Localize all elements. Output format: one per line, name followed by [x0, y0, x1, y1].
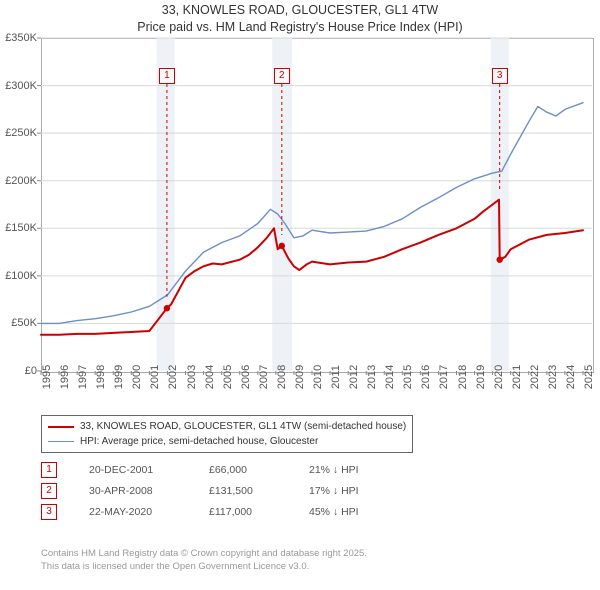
- x-tick-label: 1996: [59, 365, 71, 389]
- x-tick-label: 2000: [131, 365, 143, 389]
- transaction-row: 2 30-APR-2008£131,50017% ↓ HPI: [41, 483, 399, 499]
- x-tick-label: 1997: [77, 365, 89, 389]
- x-tick-label: 2009: [294, 365, 306, 389]
- x-tick-label: 2020: [493, 365, 505, 389]
- x-tick-label: 1995: [41, 365, 53, 389]
- x-tick-label: 2007: [258, 365, 270, 389]
- transaction-price: £131,500: [209, 485, 309, 497]
- x-tick-label: 2012: [348, 365, 360, 389]
- y-tick-label: £350K: [5, 32, 37, 44]
- x-tick-label: 2022: [529, 365, 541, 389]
- x-tick-label: 2015: [402, 365, 414, 389]
- callout-marker: 2: [274, 68, 290, 84]
- callout-marker: 3: [492, 68, 508, 84]
- x-tick-label: 2006: [240, 365, 252, 389]
- transaction-date: 20-DEC-2001: [89, 464, 209, 476]
- x-tick-label: 2018: [457, 365, 469, 389]
- transaction-diff: 45% ↓ HPI: [309, 506, 399, 518]
- transactions-list: 1 20-DEC-2001£66,00021% ↓ HPI 2 30-APR-2008…: [41, 462, 399, 525]
- x-tick-label: 2010: [312, 365, 324, 389]
- x-tick-label: 1998: [95, 365, 107, 389]
- legend-row: 33, KNOWLES ROAD, GLOUCESTER, GL1 4TW (s…: [48, 419, 406, 434]
- y-tick-label: £50K: [11, 317, 37, 329]
- transaction-marker: 2: [41, 483, 57, 499]
- transaction-date: 22-MAY-2020: [89, 506, 209, 518]
- transaction-row: 3 22-MAY-2020£117,00045% ↓ HPI: [41, 504, 399, 520]
- transaction-date: 30-APR-2008: [89, 485, 209, 497]
- legend-label: HPI: Average price, semi-detached house,…: [80, 434, 318, 449]
- y-tick-label: £0: [25, 365, 37, 377]
- x-tick-label: 2004: [204, 365, 216, 389]
- transaction-diff: 17% ↓ HPI: [309, 485, 399, 497]
- chart-legend: 33, KNOWLES ROAD, GLOUCESTER, GL1 4TW (s…: [41, 415, 413, 453]
- x-tick-label: 2003: [186, 365, 198, 389]
- x-tick-label: 2008: [276, 365, 288, 389]
- x-tick-label: 2025: [583, 365, 595, 389]
- x-tick-label: 2002: [167, 365, 179, 389]
- y-tick-label: £100K: [5, 270, 37, 282]
- footer-line1: Contains HM Land Registry data © Crown c…: [41, 548, 367, 561]
- transaction-row: 1 20-DEC-2001£66,00021% ↓ HPI: [41, 462, 399, 478]
- transaction-price: £117,000: [209, 506, 309, 518]
- callout-marker: 1: [159, 68, 175, 84]
- transaction-price: £66,000: [209, 464, 309, 476]
- footer-attribution: Contains HM Land Registry data © Crown c…: [41, 548, 367, 574]
- x-tick-label: 2013: [366, 365, 378, 389]
- x-tick-label: 2021: [511, 365, 523, 389]
- x-tick-label: 2017: [438, 365, 450, 389]
- y-tick-label: £250K: [5, 127, 37, 139]
- legend-label: 33, KNOWLES ROAD, GLOUCESTER, GL1 4TW (s…: [80, 419, 406, 434]
- legend-swatch: [48, 441, 74, 442]
- transaction-marker: 3: [41, 504, 57, 520]
- y-tick-label: £300K: [5, 80, 37, 92]
- x-tick-label: 2019: [475, 365, 487, 389]
- x-tick-label: 2024: [565, 365, 577, 389]
- transaction-diff: 21% ↓ HPI: [309, 464, 399, 476]
- x-tick-label: 2016: [420, 365, 432, 389]
- x-tick-label: 2023: [547, 365, 559, 389]
- x-tick-label: 2005: [222, 365, 234, 389]
- x-tick-label: 1999: [113, 365, 125, 389]
- transaction-marker: 1: [41, 462, 57, 478]
- y-tick-label: £200K: [5, 175, 37, 187]
- y-tick-label: £150K: [5, 222, 37, 234]
- legend-swatch: [48, 426, 74, 428]
- x-tick-label: 2001: [149, 365, 161, 389]
- legend-row: HPI: Average price, semi-detached house,…: [48, 434, 406, 449]
- x-tick-label: 2014: [384, 365, 396, 389]
- x-tick-label: 2011: [330, 365, 342, 389]
- footer-line2: This data is licensed under the Open Gov…: [41, 561, 367, 574]
